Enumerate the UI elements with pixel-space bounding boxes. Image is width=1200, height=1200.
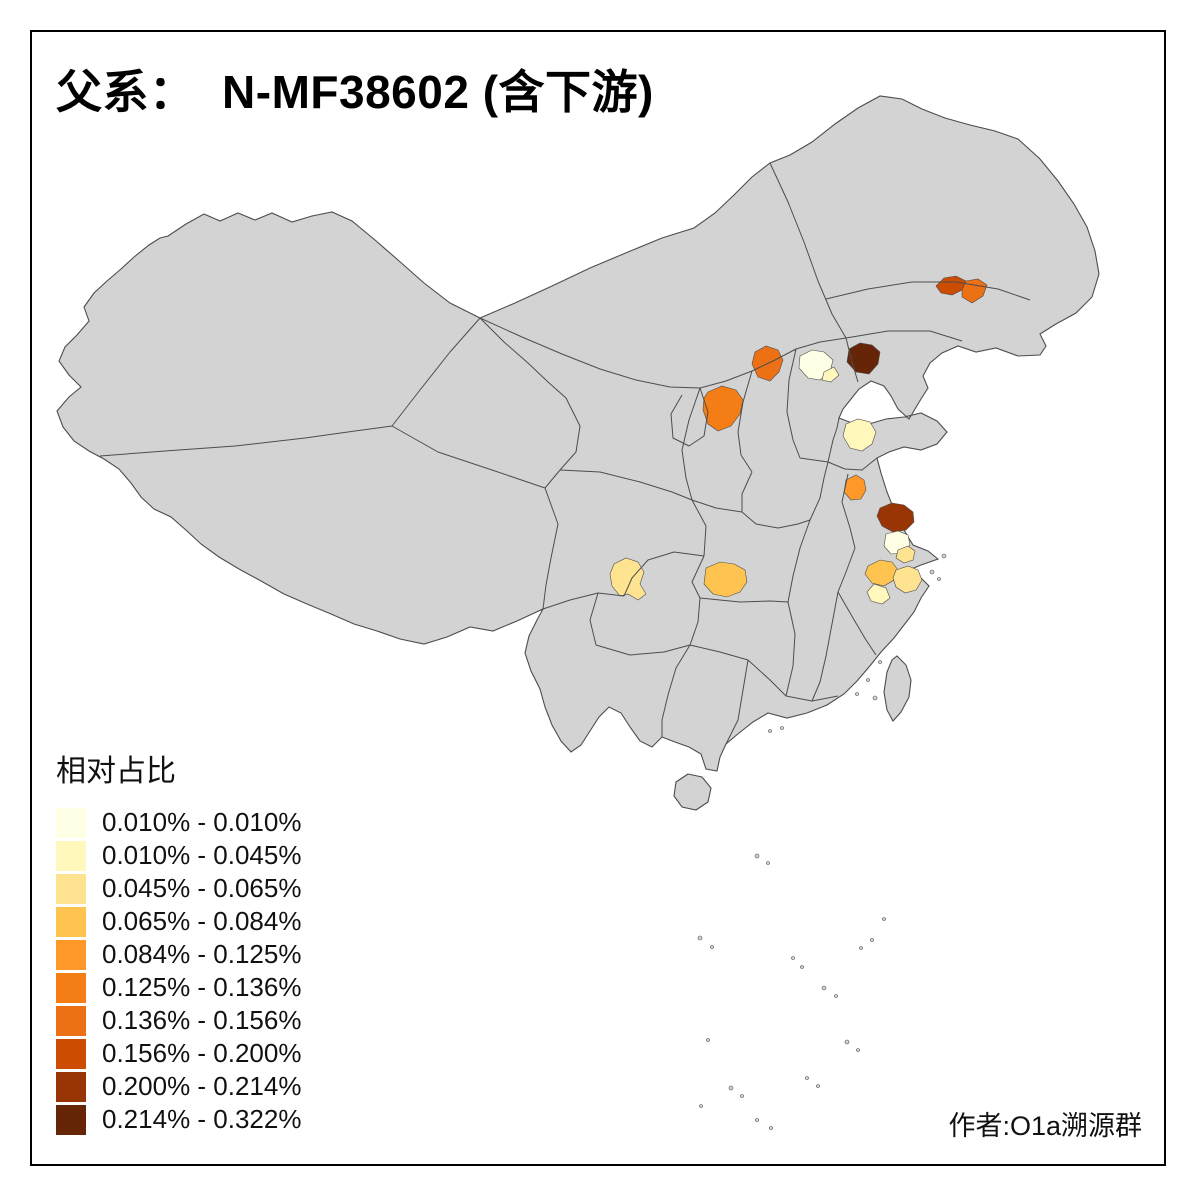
region-north-shaanxi: [702, 385, 744, 432]
hainan-island: [673, 773, 712, 811]
legend-item: 0.214% - 0.322%: [56, 1103, 301, 1136]
region-coastal-jiangsu-dark: [876, 502, 915, 533]
region-northeast-east: [961, 278, 988, 304]
region-beijing-area-edge: [821, 366, 840, 383]
legend-item: 0.156% - 0.200%: [56, 1037, 301, 1070]
legend-swatch: [56, 1071, 86, 1102]
legend-label: 0.156% - 0.200%: [102, 1038, 302, 1068]
small-islands: [697, 553, 947, 1130]
legend-label: 0.010% - 0.010%: [102, 807, 302, 837]
region-west-zhejiang-pale: [866, 583, 891, 605]
legend-swatch: [56, 972, 86, 1003]
taiwan-island: [883, 655, 912, 722]
legend-label: 0.125% - 0.136%: [102, 972, 302, 1002]
legend-swatch: [56, 939, 86, 970]
region-central-jiangsu: [843, 474, 867, 501]
legend-label: 0.065% - 0.084%: [102, 906, 302, 936]
legend-item: 0.065% - 0.084%: [56, 905, 301, 938]
highlight-regions: [609, 275, 988, 605]
legend-item: 0.045% - 0.065%: [56, 872, 301, 905]
region-shanghai-area: [895, 545, 916, 564]
region-east-zhejiang: [892, 565, 923, 594]
legend-swatch: [56, 906, 86, 937]
legend-label: 0.045% - 0.065%: [102, 873, 302, 903]
legend-item: 0.136% - 0.156%: [56, 1004, 301, 1037]
region-central-shandong: [842, 418, 877, 452]
legend-swatch: [56, 1038, 86, 1069]
legend-swatch: [56, 1005, 86, 1036]
region-central-hubei: [703, 561, 748, 598]
legend-label: 0.010% - 0.045%: [102, 840, 302, 870]
province-borders: [99, 162, 1031, 745]
legend-item: 0.125% - 0.136%: [56, 971, 301, 1004]
plot-frame: [30, 30, 1166, 1166]
mainland-outline: [56, 95, 1100, 772]
region-north-guizhou: [609, 557, 647, 601]
attribution: 作者:O1a溯源群: [948, 1111, 1142, 1141]
legend-item: 0.010% - 0.010%: [56, 806, 301, 839]
page-title: 父系： N-MF38602 (含下游): [56, 66, 654, 118]
china-landmass: [56, 95, 1100, 1130]
legend-title: 相对占比: [56, 755, 176, 788]
legend: 相对占比 0.010% - 0.010% 0.010% - 0.045% 0.0…: [56, 746, 301, 1136]
legend-swatch: [56, 873, 86, 904]
legend-label: 0.214% - 0.322%: [102, 1104, 302, 1134]
legend-label: 0.136% - 0.156%: [102, 1005, 302, 1035]
legend-item: 0.200% - 0.214%: [56, 1070, 301, 1103]
legend-item: 0.084% - 0.125%: [56, 938, 301, 971]
legend-swatch: [56, 1104, 86, 1135]
legend-label: 0.200% - 0.214%: [102, 1071, 302, 1101]
region-west-liaoning: [846, 342, 881, 375]
legend-swatch: [56, 840, 86, 871]
legend-label: 0.084% - 0.125%: [102, 939, 302, 969]
legend-item: 0.010% - 0.045%: [56, 839, 301, 872]
legend-swatch: [56, 807, 86, 838]
